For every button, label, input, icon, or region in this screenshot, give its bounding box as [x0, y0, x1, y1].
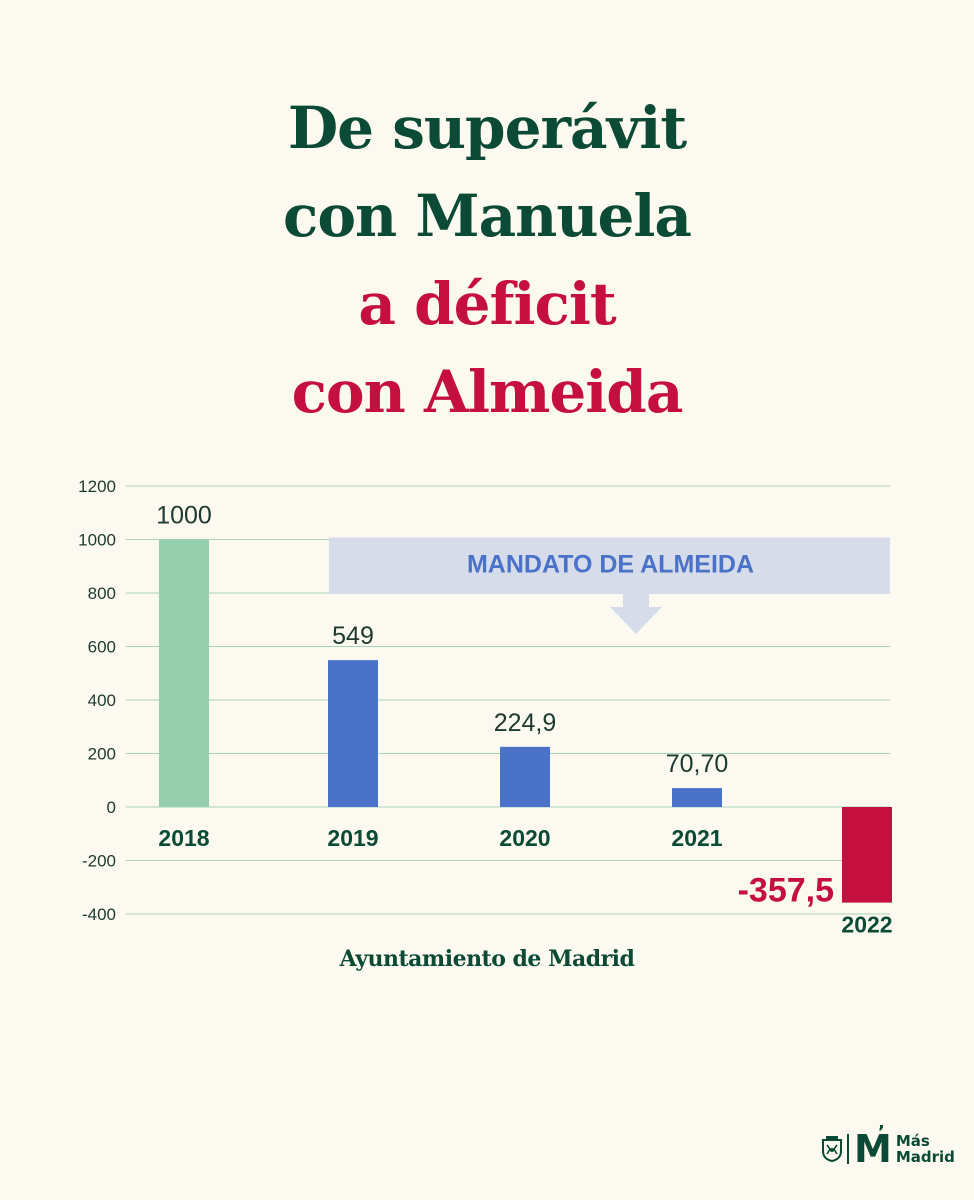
value-label-2019: 549	[332, 622, 374, 650]
category-label-2021: 2021	[671, 825, 722, 851]
category-label-2020: 2020	[499, 825, 550, 851]
bar-2019	[328, 660, 378, 807]
chart-container: 1200 1000 800 600 400 200 0 -200 -400 MANDATO DE …	[0, 470, 974, 990]
logo-accent-icon: ʼ	[878, 1122, 885, 1143]
y-tick-label: 800	[88, 584, 116, 603]
logo-word-line-2: Madrid	[895, 1148, 955, 1166]
headline: De superávit con Manuela a déficit con A…	[0, 84, 974, 436]
value-label-2022: -357,5	[738, 872, 834, 910]
y-tick-label: 1200	[78, 477, 116, 496]
category-label-2019: 2019	[327, 825, 378, 851]
y-tick-label: 1000	[78, 531, 116, 550]
headline-line-1: De superávit	[287, 94, 687, 162]
source-label: Ayuntamiento de Madrid	[339, 946, 635, 972]
bar-2018	[159, 539, 209, 807]
category-label-2022: 2022	[841, 912, 892, 938]
y-tick-label: 600	[88, 638, 116, 657]
logo-word-line-1: Más	[895, 1132, 930, 1150]
bar-2021	[672, 788, 722, 807]
annotation-banner	[329, 537, 890, 594]
value-label-2021: 70,70	[666, 750, 729, 778]
logo-mark-letter: M	[854, 1127, 892, 1171]
logo-separator	[847, 1134, 849, 1164]
y-tick-label: -400	[82, 905, 116, 924]
logo-wordmark: Más Madrid	[896, 1133, 955, 1165]
bar-2022	[842, 807, 892, 903]
headline-line-4: con Almeida	[291, 358, 684, 426]
y-tick-label: -200	[82, 852, 116, 871]
bar-chart: 1200 1000 800 600 400 200 0 -200 -400 MANDATO DE …	[78, 477, 892, 938]
annotation-label: MANDATO DE ALMEIDA	[467, 551, 754, 579]
headline-line-3: a déficit	[358, 270, 616, 338]
y-tick-label: 400	[88, 691, 116, 710]
mas-madrid-logo: M ʼ Más Madrid	[822, 1124, 955, 1171]
y-tick-label: 0	[107, 798, 116, 817]
madrid-crest-icon	[822, 1136, 842, 1162]
headline-line-2: con Manuela	[283, 182, 692, 250]
logo-mark: M ʼ	[854, 1124, 892, 1171]
down-arrow-icon	[610, 594, 662, 634]
category-label-2018: 2018	[158, 825, 209, 851]
y-tick-label: 200	[88, 745, 116, 764]
value-label-2020: 224,9	[494, 709, 557, 737]
bar-2020	[500, 746, 550, 807]
value-label-2018: 1000	[156, 502, 212, 530]
